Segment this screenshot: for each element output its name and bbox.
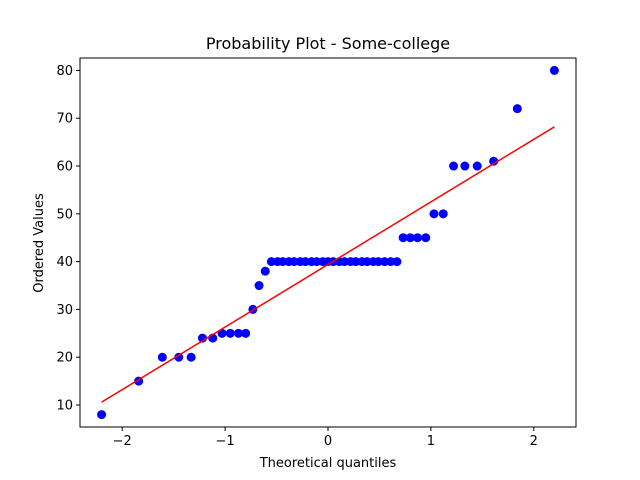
data-point <box>266 257 276 267</box>
x-tick-label: −2 <box>113 434 132 449</box>
data-point <box>233 328 243 338</box>
data-point <box>300 257 310 267</box>
data-point <box>413 233 423 243</box>
data-point <box>373 257 383 267</box>
data-point <box>472 161 482 171</box>
y-tick-label: 70 <box>56 112 73 127</box>
x-tick-label: −1 <box>216 434 235 449</box>
data-point <box>421 233 431 243</box>
data-point <box>380 257 390 267</box>
fit-line <box>101 126 555 403</box>
data-point <box>339 257 349 267</box>
data-point <box>549 65 559 75</box>
data-point <box>157 352 167 362</box>
data-point <box>97 410 107 420</box>
y-axis: 10 20 30 40 50 60 70 80 <box>56 64 80 414</box>
data-point <box>174 352 184 362</box>
y-tick-label: 20 <box>56 351 73 366</box>
data-point <box>449 161 459 171</box>
x-tick-label: 2 <box>530 434 538 449</box>
x-axis-label: Theoretical quantiles <box>259 456 397 471</box>
plot-content <box>97 65 559 420</box>
y-axis-label: Ordered Values <box>32 193 47 293</box>
x-tick-label: 1 <box>427 434 435 449</box>
x-tick-label: 0 <box>324 434 332 449</box>
y-tick-label: 40 <box>56 255 73 270</box>
data-point <box>186 352 196 362</box>
y-tick-label: 10 <box>56 399 73 414</box>
data-point <box>278 257 288 267</box>
data-point <box>351 257 361 267</box>
data-point <box>392 257 402 267</box>
y-tick-label: 30 <box>56 303 73 318</box>
data-point <box>289 257 299 267</box>
chart-title: Probability Plot - Some-college <box>206 34 450 53</box>
data-point <box>312 257 322 267</box>
y-tick-label: 50 <box>56 207 73 222</box>
data-point <box>386 257 396 267</box>
data-point <box>405 233 415 243</box>
y-tick-label: 80 <box>56 64 73 79</box>
data-point <box>429 209 439 219</box>
data-point <box>460 161 470 171</box>
data-point <box>260 266 270 276</box>
data-point <box>438 209 448 219</box>
data-point <box>398 233 408 243</box>
data-point <box>362 257 372 267</box>
data-point <box>512 104 522 114</box>
y-tick-label: 60 <box>56 160 73 175</box>
data-point <box>241 328 251 338</box>
data-point <box>254 281 264 291</box>
data-point <box>225 328 235 338</box>
x-axis: −2 −1 0 1 2 <box>113 427 538 449</box>
data-point <box>489 156 499 166</box>
data-point <box>197 333 207 343</box>
